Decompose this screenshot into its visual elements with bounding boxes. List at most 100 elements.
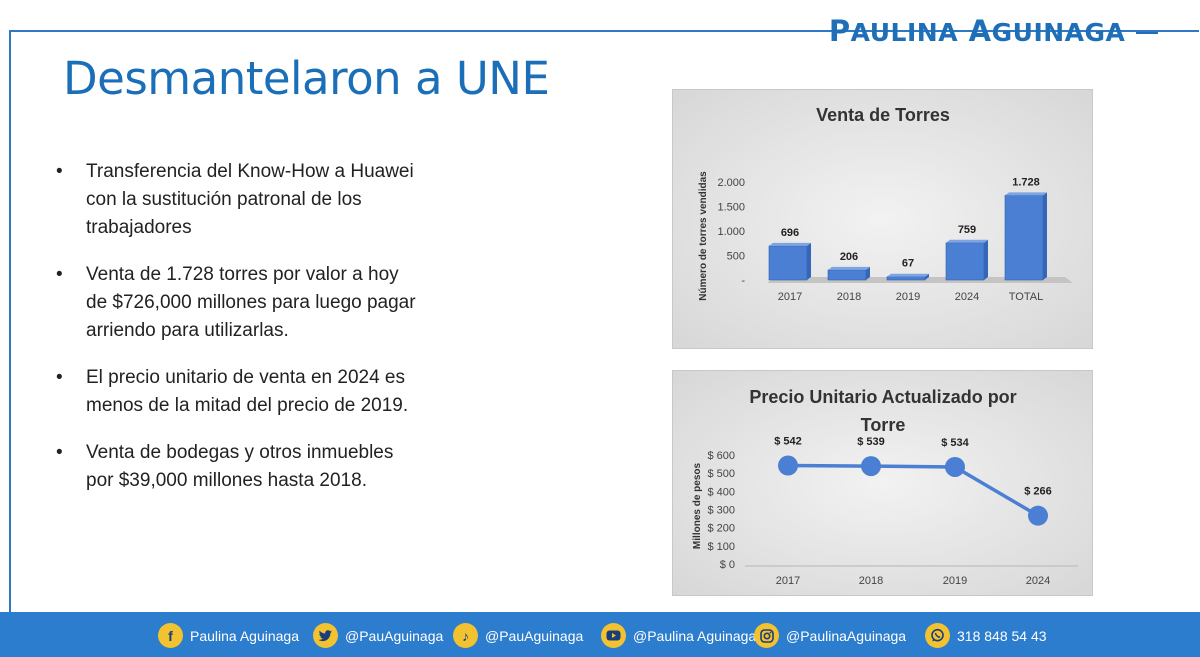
y-tick-label: 500 xyxy=(727,251,745,263)
x-tick-label: 2018 xyxy=(837,291,861,303)
data-point xyxy=(778,455,798,476)
data-label: 1.728 xyxy=(1012,176,1040,188)
footer-instagram-label: @PaulinaAguinaga xyxy=(786,627,907,644)
bar-2018 xyxy=(827,266,870,281)
bullet-dot: • xyxy=(56,442,63,463)
list-item: • Venta de 1.728 torres por valor a hoy d… xyxy=(52,261,422,345)
footer-whatsapp-label: 318 848 54 43 xyxy=(957,627,1047,644)
x-tick-label: 2017 xyxy=(776,575,800,587)
y-tick-label: - xyxy=(741,275,745,287)
y-axis-label: Número de torres vendidas xyxy=(698,171,709,301)
data-label: 206 xyxy=(840,251,858,263)
list-item: • Venta de bodegas y otros inmuebles por … xyxy=(52,439,422,495)
bar-2019 xyxy=(886,273,929,281)
data-label: $ 266 xyxy=(1024,486,1052,498)
facebook-icon: f xyxy=(158,623,183,648)
bar-top xyxy=(887,273,929,277)
bar-side xyxy=(984,239,988,280)
data-label: 759 xyxy=(958,224,976,236)
bar-side xyxy=(866,266,870,280)
chart-title: Torre xyxy=(861,415,906,435)
y-tick-label: 1.000 xyxy=(717,226,745,238)
bullet-text: Venta de 1.728 torres por valor a hoy de… xyxy=(86,264,416,341)
bar xyxy=(1004,195,1044,281)
data-label: $ 539 xyxy=(857,436,885,448)
bar xyxy=(768,245,808,281)
bullet-text: El precio unitario de venta en 2024 es m… xyxy=(86,367,409,416)
bar-top xyxy=(946,239,988,243)
data-label: $ 534 xyxy=(941,437,969,449)
bar-top xyxy=(769,242,811,246)
bullet-text: Transferencia del Know-How a Huawei con … xyxy=(86,161,414,238)
whatsapp-icon xyxy=(925,623,950,648)
youtube-icon xyxy=(601,623,626,648)
instagram-icon xyxy=(754,623,779,648)
bar-chart: Venta de Torres Número de torres vendidas… xyxy=(698,105,1073,303)
data-point xyxy=(1028,505,1048,526)
footer-tiktok-label: @PauAguinaga xyxy=(485,627,584,644)
y-tick-label: 1.500 xyxy=(717,202,745,214)
slide-frame xyxy=(9,30,1199,612)
bar-2024 xyxy=(945,239,988,281)
footer-bar xyxy=(0,612,1200,657)
bullet-dot: • xyxy=(56,161,63,182)
bar-chart-panel: Venta de Torres Número de torres vendidas… xyxy=(672,89,1093,349)
data-point xyxy=(945,456,965,477)
line-chart-panel: Precio Unitario Actualizado por Torre Mill… xyxy=(672,370,1093,596)
bar-top xyxy=(1005,192,1047,196)
footer-whatsapp[interactable]: 318 848 54 43 xyxy=(925,623,1047,648)
y-tick-label: $ 400 xyxy=(707,486,735,498)
y-tick-label: $ 0 xyxy=(720,559,735,571)
data-label: 696 xyxy=(781,227,799,239)
data-point xyxy=(861,456,881,477)
line-chart: Precio Unitario Actualizado por Torre Mill… xyxy=(692,387,1078,587)
footer-twitter-label: @PauAguinaga xyxy=(345,627,444,644)
y-tick-label: $ 600 xyxy=(707,450,735,462)
data-label: $ 542 xyxy=(774,436,802,448)
bullet-text: Venta de bodegas y otros inmuebles por $… xyxy=(86,442,394,491)
bar xyxy=(827,269,867,281)
bar xyxy=(945,242,985,281)
chart-title: Precio Unitario Actualizado por xyxy=(749,387,1016,407)
bar xyxy=(886,276,926,281)
bar-top xyxy=(828,266,870,270)
bullet-dot: • xyxy=(56,367,63,388)
tiktok-icon: ♪ xyxy=(453,623,478,648)
bar-side xyxy=(807,242,811,280)
footer-youtube-label: @Paulina Aguinaga xyxy=(633,627,757,644)
y-tick-label: $ 500 xyxy=(707,468,735,480)
bar-side xyxy=(1043,192,1047,280)
bar-side xyxy=(925,273,929,280)
y-tick-label: $ 200 xyxy=(707,523,735,535)
x-tick-label: 2024 xyxy=(1026,575,1050,587)
footer-facebook-label: Paulina Aguinaga xyxy=(190,627,299,644)
footer-facebook[interactable]: f Paulina Aguinaga xyxy=(158,623,299,648)
twitter-icon xyxy=(313,623,338,648)
x-tick-label: TOTAL xyxy=(1009,291,1043,303)
bullet-dot: • xyxy=(56,264,63,285)
footer-tiktok[interactable]: ♪ @PauAguinaga xyxy=(453,623,583,648)
y-tick-label: $ 300 xyxy=(707,505,735,517)
series-line xyxy=(787,463,1039,518)
x-tick-label: 2019 xyxy=(943,575,967,587)
brand-dash-icon xyxy=(1136,32,1158,34)
x-tick-label: 2019 xyxy=(896,291,920,303)
footer-twitter[interactable]: @PauAguinaga xyxy=(313,623,443,648)
bar-2017 xyxy=(768,242,811,281)
bullet-list: • Transferencia del Know-How a Huawei con… xyxy=(52,158,422,514)
data-label: 67 xyxy=(902,258,914,270)
slide-title: Desmantelaron a UNE xyxy=(63,52,550,105)
list-item: • El precio unitario de venta en 2024 es … xyxy=(52,364,422,420)
footer-instagram[interactable]: @PaulinaAguinaga xyxy=(754,623,906,648)
x-tick-label: 2017 xyxy=(778,291,802,303)
brand-logo: PAULINA AGUINAGA xyxy=(829,14,1158,48)
x-tick-label: 2018 xyxy=(859,575,883,587)
list-item: • Transferencia del Know-How a Huawei con… xyxy=(52,158,422,242)
footer-youtube[interactable]: @Paulina Aguinaga xyxy=(601,623,756,648)
chart-title: Venta de Torres xyxy=(816,105,950,125)
bar-TOTAL xyxy=(1004,192,1047,281)
y-axis-label: Millones de pesos xyxy=(692,462,703,549)
y-tick-label: $ 100 xyxy=(707,541,735,553)
x-tick-label: 2024 xyxy=(955,291,979,303)
y-tick-label: 2.000 xyxy=(717,177,745,189)
